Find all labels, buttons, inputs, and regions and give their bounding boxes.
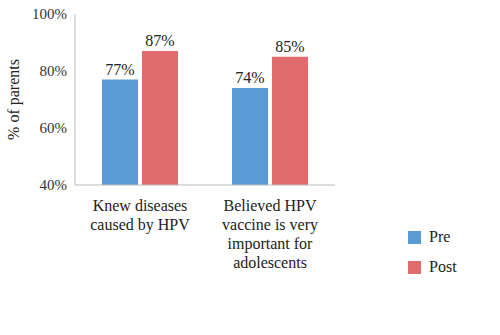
svg-text:87%: 87% bbox=[145, 32, 174, 49]
svg-text:40%: 40% bbox=[40, 177, 68, 193]
svg-text:Knew diseasescaused by HPV: Knew diseasescaused by HPV bbox=[90, 197, 190, 234]
svg-text:60%: 60% bbox=[40, 120, 68, 136]
svg-text:% of parents: % of parents bbox=[8, 59, 23, 140]
svg-text:100%: 100% bbox=[32, 6, 67, 22]
svg-text:74%: 74% bbox=[235, 69, 264, 86]
html-text:Pre: Pre bbox=[429, 228, 451, 245]
svg-text:85%: 85% bbox=[275, 38, 304, 55]
svg-text:Believed HPVvaccine is veryimp: Believed HPVvaccine is veryimportant for… bbox=[222, 197, 318, 271]
svg-text:77%: 77% bbox=[105, 61, 134, 78]
svg-text:80%: 80% bbox=[40, 63, 68, 79]
html-text:Post: Post bbox=[429, 258, 457, 275]
